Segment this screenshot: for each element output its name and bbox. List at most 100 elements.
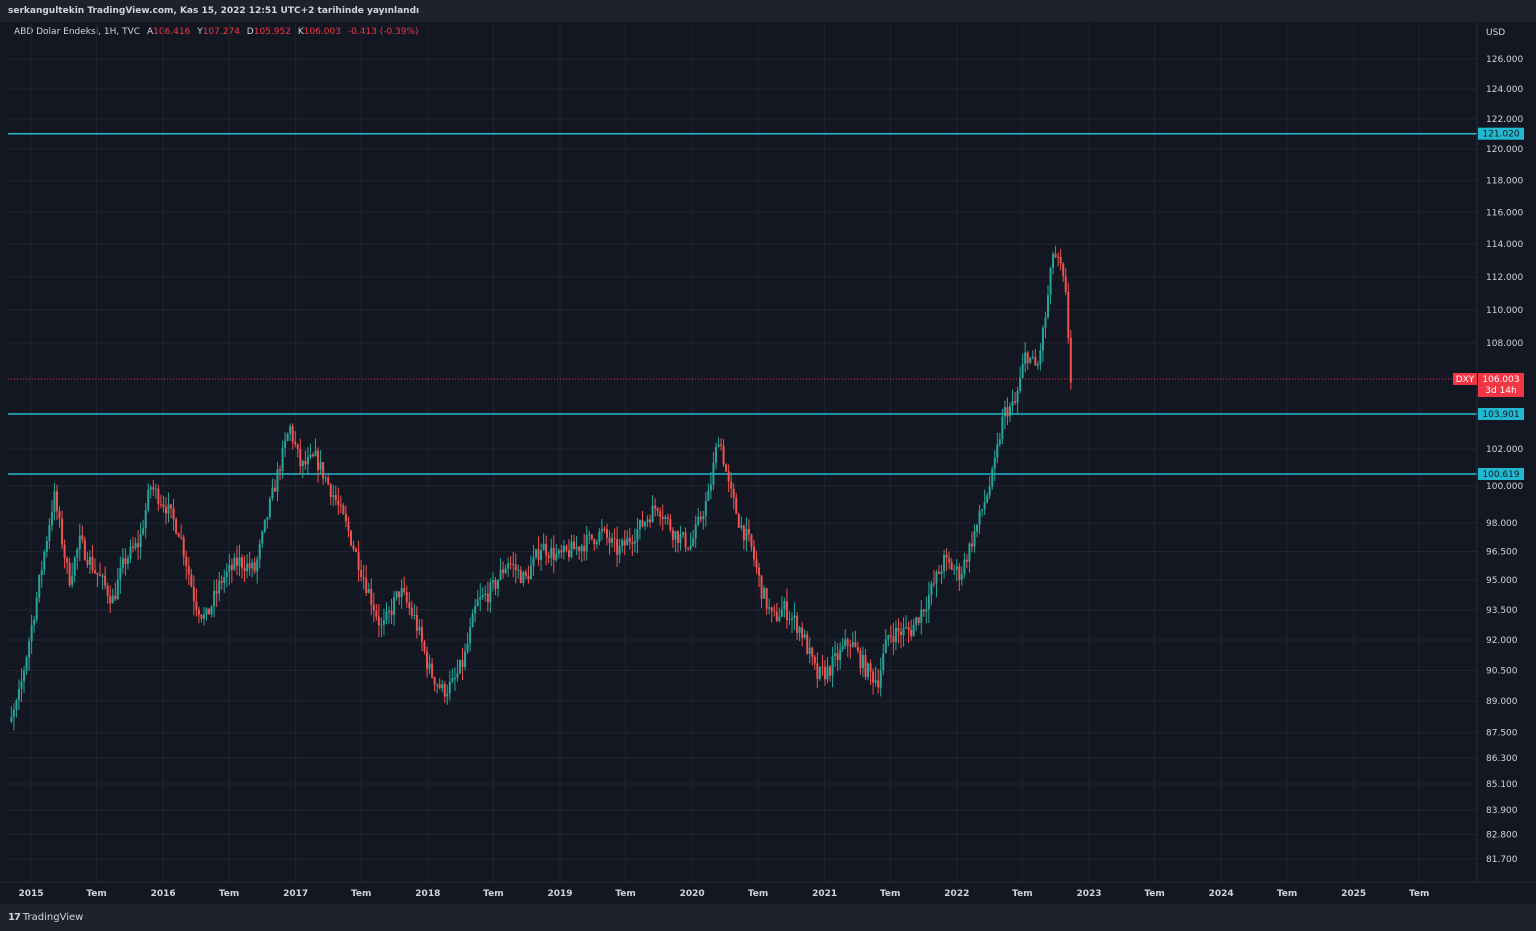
candles[interactable] [10, 245, 1072, 731]
candle-body [410, 607, 413, 616]
candle-up [879, 657, 882, 697]
y-tick-label: 102.000 [1486, 445, 1523, 455]
candle-down [182, 534, 185, 566]
candle-up [446, 684, 449, 705]
candle-body [337, 500, 340, 505]
candle-body [385, 611, 388, 621]
candle-up [496, 579, 499, 597]
candle-body [689, 545, 692, 549]
candle-up [134, 537, 137, 551]
candle-body [344, 513, 347, 522]
candle-down [329, 483, 332, 506]
candle-up [555, 544, 558, 563]
candle-body [342, 505, 345, 514]
candle-body [826, 666, 829, 680]
candle-down [241, 554, 244, 579]
candle-down [55, 484, 58, 521]
candle-body [697, 516, 700, 525]
candle-up [507, 557, 510, 578]
x-tick-label: 2024 [1209, 889, 1234, 899]
candle-up [25, 655, 28, 676]
candle-body [291, 426, 294, 442]
candle-body [785, 601, 788, 621]
candle-body [246, 563, 249, 572]
hline-price-badge [1478, 408, 1524, 420]
candle-up [205, 607, 208, 621]
candle-down [162, 495, 165, 513]
candle-up [481, 587, 484, 601]
candle-body [889, 635, 892, 637]
candle-body [88, 556, 91, 565]
candle-body [519, 569, 522, 583]
candle-down [443, 681, 446, 703]
price-chart[interactable]: USD 126.000124.000122.000120.000118.0001… [0, 22, 1536, 904]
candle-body [727, 471, 730, 482]
candle-down [200, 613, 203, 623]
candle-body [714, 447, 717, 463]
candle-body [370, 588, 373, 605]
candle-down [747, 519, 750, 542]
candle-body [469, 627, 472, 644]
candle-body [912, 624, 915, 637]
candle-up [418, 619, 421, 636]
candle-body [423, 641, 426, 652]
candle-body [309, 454, 312, 457]
candle-up [927, 581, 930, 623]
x-tick-label: 2025 [1341, 889, 1366, 899]
candle-body [722, 445, 725, 465]
candle-body [276, 469, 279, 492]
candle-body [451, 678, 454, 682]
candle-body [585, 534, 588, 552]
candle-down [573, 535, 576, 550]
candle-up [101, 573, 104, 590]
candle-body [111, 595, 114, 604]
candle-down [296, 443, 299, 458]
candle-body [17, 689, 20, 701]
candle-down [922, 608, 925, 617]
candle-up [88, 550, 91, 574]
candle-up [388, 606, 391, 624]
candle-body [30, 624, 33, 642]
candle-body [96, 572, 99, 575]
candle-body [725, 464, 728, 472]
candle-body [948, 557, 951, 563]
candle-up [453, 667, 456, 691]
x-tick-label: Tem [748, 889, 768, 899]
candle-up [874, 666, 877, 687]
y-tick-label: 95.000 [1486, 576, 1518, 586]
candle-up [469, 617, 472, 652]
y-tick-label: 83.900 [1486, 806, 1518, 816]
candle-up [53, 482, 56, 521]
candle-down [357, 540, 360, 582]
candle-down [813, 654, 816, 670]
candle-body [436, 684, 439, 686]
candle-body [314, 450, 317, 457]
candle-body [81, 535, 84, 540]
candle-down [1006, 397, 1009, 425]
candle-body [486, 593, 489, 603]
candle-up [142, 519, 145, 536]
candle-body [542, 543, 545, 551]
candle-down [864, 649, 867, 681]
candle-body [484, 593, 487, 596]
candle-up [600, 518, 603, 541]
candle-up [202, 606, 205, 626]
candle-down [159, 494, 162, 509]
candle-down [486, 581, 489, 612]
candle-body [707, 490, 710, 501]
candle-body [159, 504, 162, 506]
candle-body [978, 510, 981, 525]
candle-down [938, 565, 941, 575]
candle-body [943, 554, 946, 572]
footer-brand[interactable]: TradingView [22, 912, 84, 923]
candle-down [752, 539, 755, 567]
candle-body [152, 487, 155, 490]
candle-body [1016, 391, 1019, 403]
candle-down [509, 556, 512, 570]
candle-body [129, 546, 132, 559]
candle-body [821, 666, 824, 668]
candle-down [801, 621, 804, 647]
candle-down [109, 585, 112, 614]
candle-up [861, 646, 864, 678]
candle-up [1019, 366, 1022, 394]
